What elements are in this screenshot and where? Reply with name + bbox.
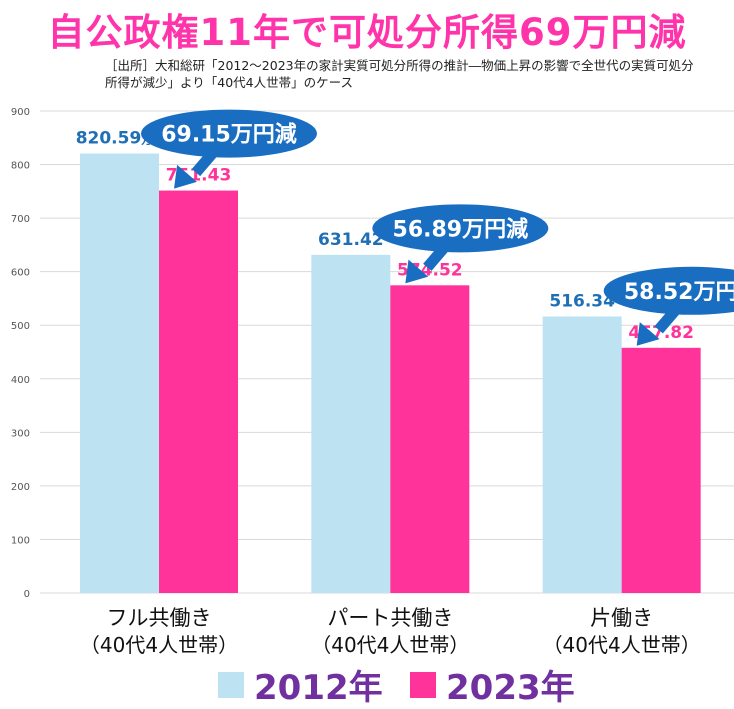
callout-bubble	[603, 266, 734, 315]
legend-item-2023: 2023年	[410, 662, 575, 708]
bar	[311, 254, 391, 593]
y-tick-label: 900	[11, 107, 30, 118]
category-sublabel: （40代4人世帯）	[543, 633, 701, 657]
data-label: 631.42	[318, 230, 384, 250]
callout-bubble	[141, 109, 317, 158]
callout-arrow-head	[174, 164, 197, 189]
chart-title: 自公政権11年で可処分所得69万円減	[47, 11, 687, 54]
legend-label-2023: 2023年	[446, 668, 575, 708]
y-tick-label: 700	[11, 214, 30, 225]
category-label: パート共働き	[327, 606, 453, 630]
callout-arrow-head	[636, 322, 660, 346]
bar	[621, 347, 701, 593]
bar	[390, 285, 470, 593]
category-label: 片働き	[590, 606, 653, 630]
y-tick-label: 200	[11, 482, 30, 493]
y-tick-label: 100	[11, 535, 30, 546]
bar	[542, 316, 622, 593]
category-sublabel: （40代4人世帯）	[311, 633, 469, 657]
y-axis-ticks: 0 100 200 300 400 500 600 700 800 900	[11, 107, 30, 600]
legend-label-2012: 2012年	[254, 668, 383, 708]
callout-arrow-head	[405, 259, 429, 284]
data-label: 516.34	[549, 291, 615, 311]
callout-text: 56.89万円減	[393, 217, 529, 242]
callout-text: 58.52万円減	[624, 280, 734, 305]
bar	[159, 190, 238, 593]
category-labels: フル共働き （40代4人世帯） パート共働き （40代4人世帯） 片働き （40代4人世帯…	[80, 606, 701, 657]
legend: 2012年 2023年	[0, 662, 734, 708]
y-tick-label: 500	[11, 321, 30, 332]
y-tick-label: 0	[24, 589, 30, 600]
callouts: 69.15万円減 56.89万円減 58.52万円減	[141, 109, 734, 346]
bars	[80, 153, 701, 593]
y-tick-label: 600	[11, 268, 30, 279]
source-note: ［出所］大和総研「2012～2023年の家計実質可処分所得の推計―物価上昇の影響…	[105, 58, 694, 90]
legend-swatch-2012	[218, 671, 244, 698]
bar	[80, 153, 159, 593]
y-tick-label: 300	[11, 428, 30, 439]
y-tick-label: 800	[11, 161, 30, 172]
legend-swatch-2023	[410, 671, 436, 698]
legend-item-2012: 2012年	[218, 662, 383, 708]
category-label: フル共働き	[107, 606, 212, 630]
y-tick-label: 400	[11, 375, 30, 386]
category-sublabel: （40代4人世帯）	[80, 633, 238, 657]
callout-bubble	[372, 204, 549, 253]
callout-text: 69.15万円減	[161, 123, 297, 148]
